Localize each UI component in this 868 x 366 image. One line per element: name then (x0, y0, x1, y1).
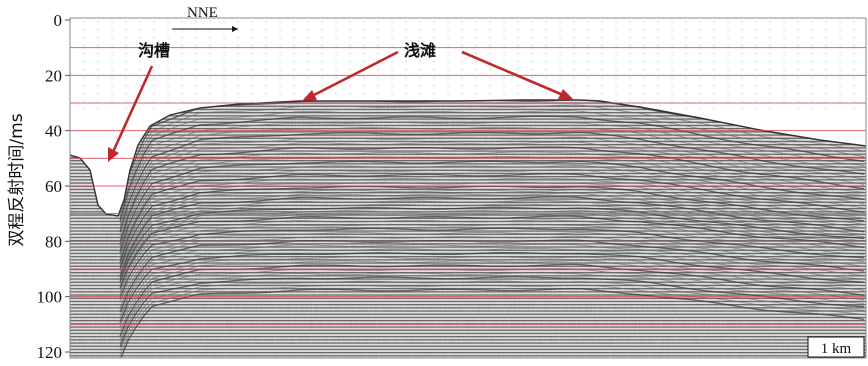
reflector-line (119, 260, 865, 332)
reflector-line (119, 215, 865, 289)
reflector-line (119, 177, 865, 265)
y-tick-label: 80 (45, 232, 62, 251)
reflector-line (119, 227, 865, 299)
y-axis-ticks: 0 20 40 60 80 100 120 (37, 11, 70, 362)
reflector-line (119, 219, 865, 292)
reflector-line (119, 141, 865, 241)
scale-bar: 1 km (807, 336, 865, 358)
reflector-line (119, 110, 865, 218)
reflector-line (119, 136, 865, 237)
reflector-line (119, 189, 865, 273)
annotation-arrows (108, 50, 574, 162)
reflector-line (119, 151, 865, 247)
y-tick-label: 100 (37, 288, 63, 307)
reflector-line (119, 231, 865, 303)
reflector-line (119, 115, 865, 222)
reflector-line (119, 169, 865, 260)
reflector-line (119, 235, 865, 308)
reflector-line (119, 126, 865, 229)
y-tick-label: 0 (54, 11, 63, 30)
reflector-line (119, 131, 865, 233)
y-axis-label: 双程反射时间/ms (7, 113, 27, 246)
reflector-line (119, 146, 865, 245)
y-tick-label: 40 (45, 122, 62, 141)
reflector-line (119, 280, 865, 352)
reflector-line (119, 196, 865, 278)
reflector-line (119, 256, 865, 327)
direction-arrow-icon (172, 26, 238, 32)
y-tick-label: 20 (45, 66, 62, 85)
reflector-line (119, 160, 865, 253)
horizontal-gridlines (70, 47, 866, 325)
direction-label: NNE (187, 5, 218, 21)
reflector-line (119, 121, 865, 225)
scale-bar-label: 1 km (821, 341, 852, 357)
reflector-line (119, 164, 865, 257)
vertical-grid (83, 20, 855, 110)
reflector-line (119, 272, 865, 344)
shoal-arrow-left-icon (302, 50, 399, 101)
reflector-line (119, 268, 865, 341)
reflector-line (119, 104, 865, 214)
reflector-line (119, 206, 865, 283)
trough-arrow-icon (108, 65, 154, 162)
reflector-line (119, 247, 865, 320)
reflector-line (119, 276, 865, 348)
reflector-line (119, 212, 865, 287)
shoal-label: 浅滩 (404, 41, 436, 60)
reflector-line (119, 243, 865, 317)
plot-frame (69, 17, 867, 359)
reflector-line (119, 156, 865, 250)
y-tick-label: 120 (37, 343, 63, 361)
seismic-section (70, 99, 866, 358)
seabed-line (70, 99, 866, 217)
reflector-line (119, 288, 865, 358)
trough-label: 沟槽 (138, 41, 170, 60)
reflector-line (119, 203, 865, 281)
reflector-line (119, 173, 865, 263)
reflector-line (119, 200, 865, 280)
shoal-arrow-right-icon (461, 50, 574, 100)
y-tick-label: 60 (45, 177, 62, 196)
reflector-line (119, 284, 865, 356)
reflector-line (119, 239, 865, 313)
